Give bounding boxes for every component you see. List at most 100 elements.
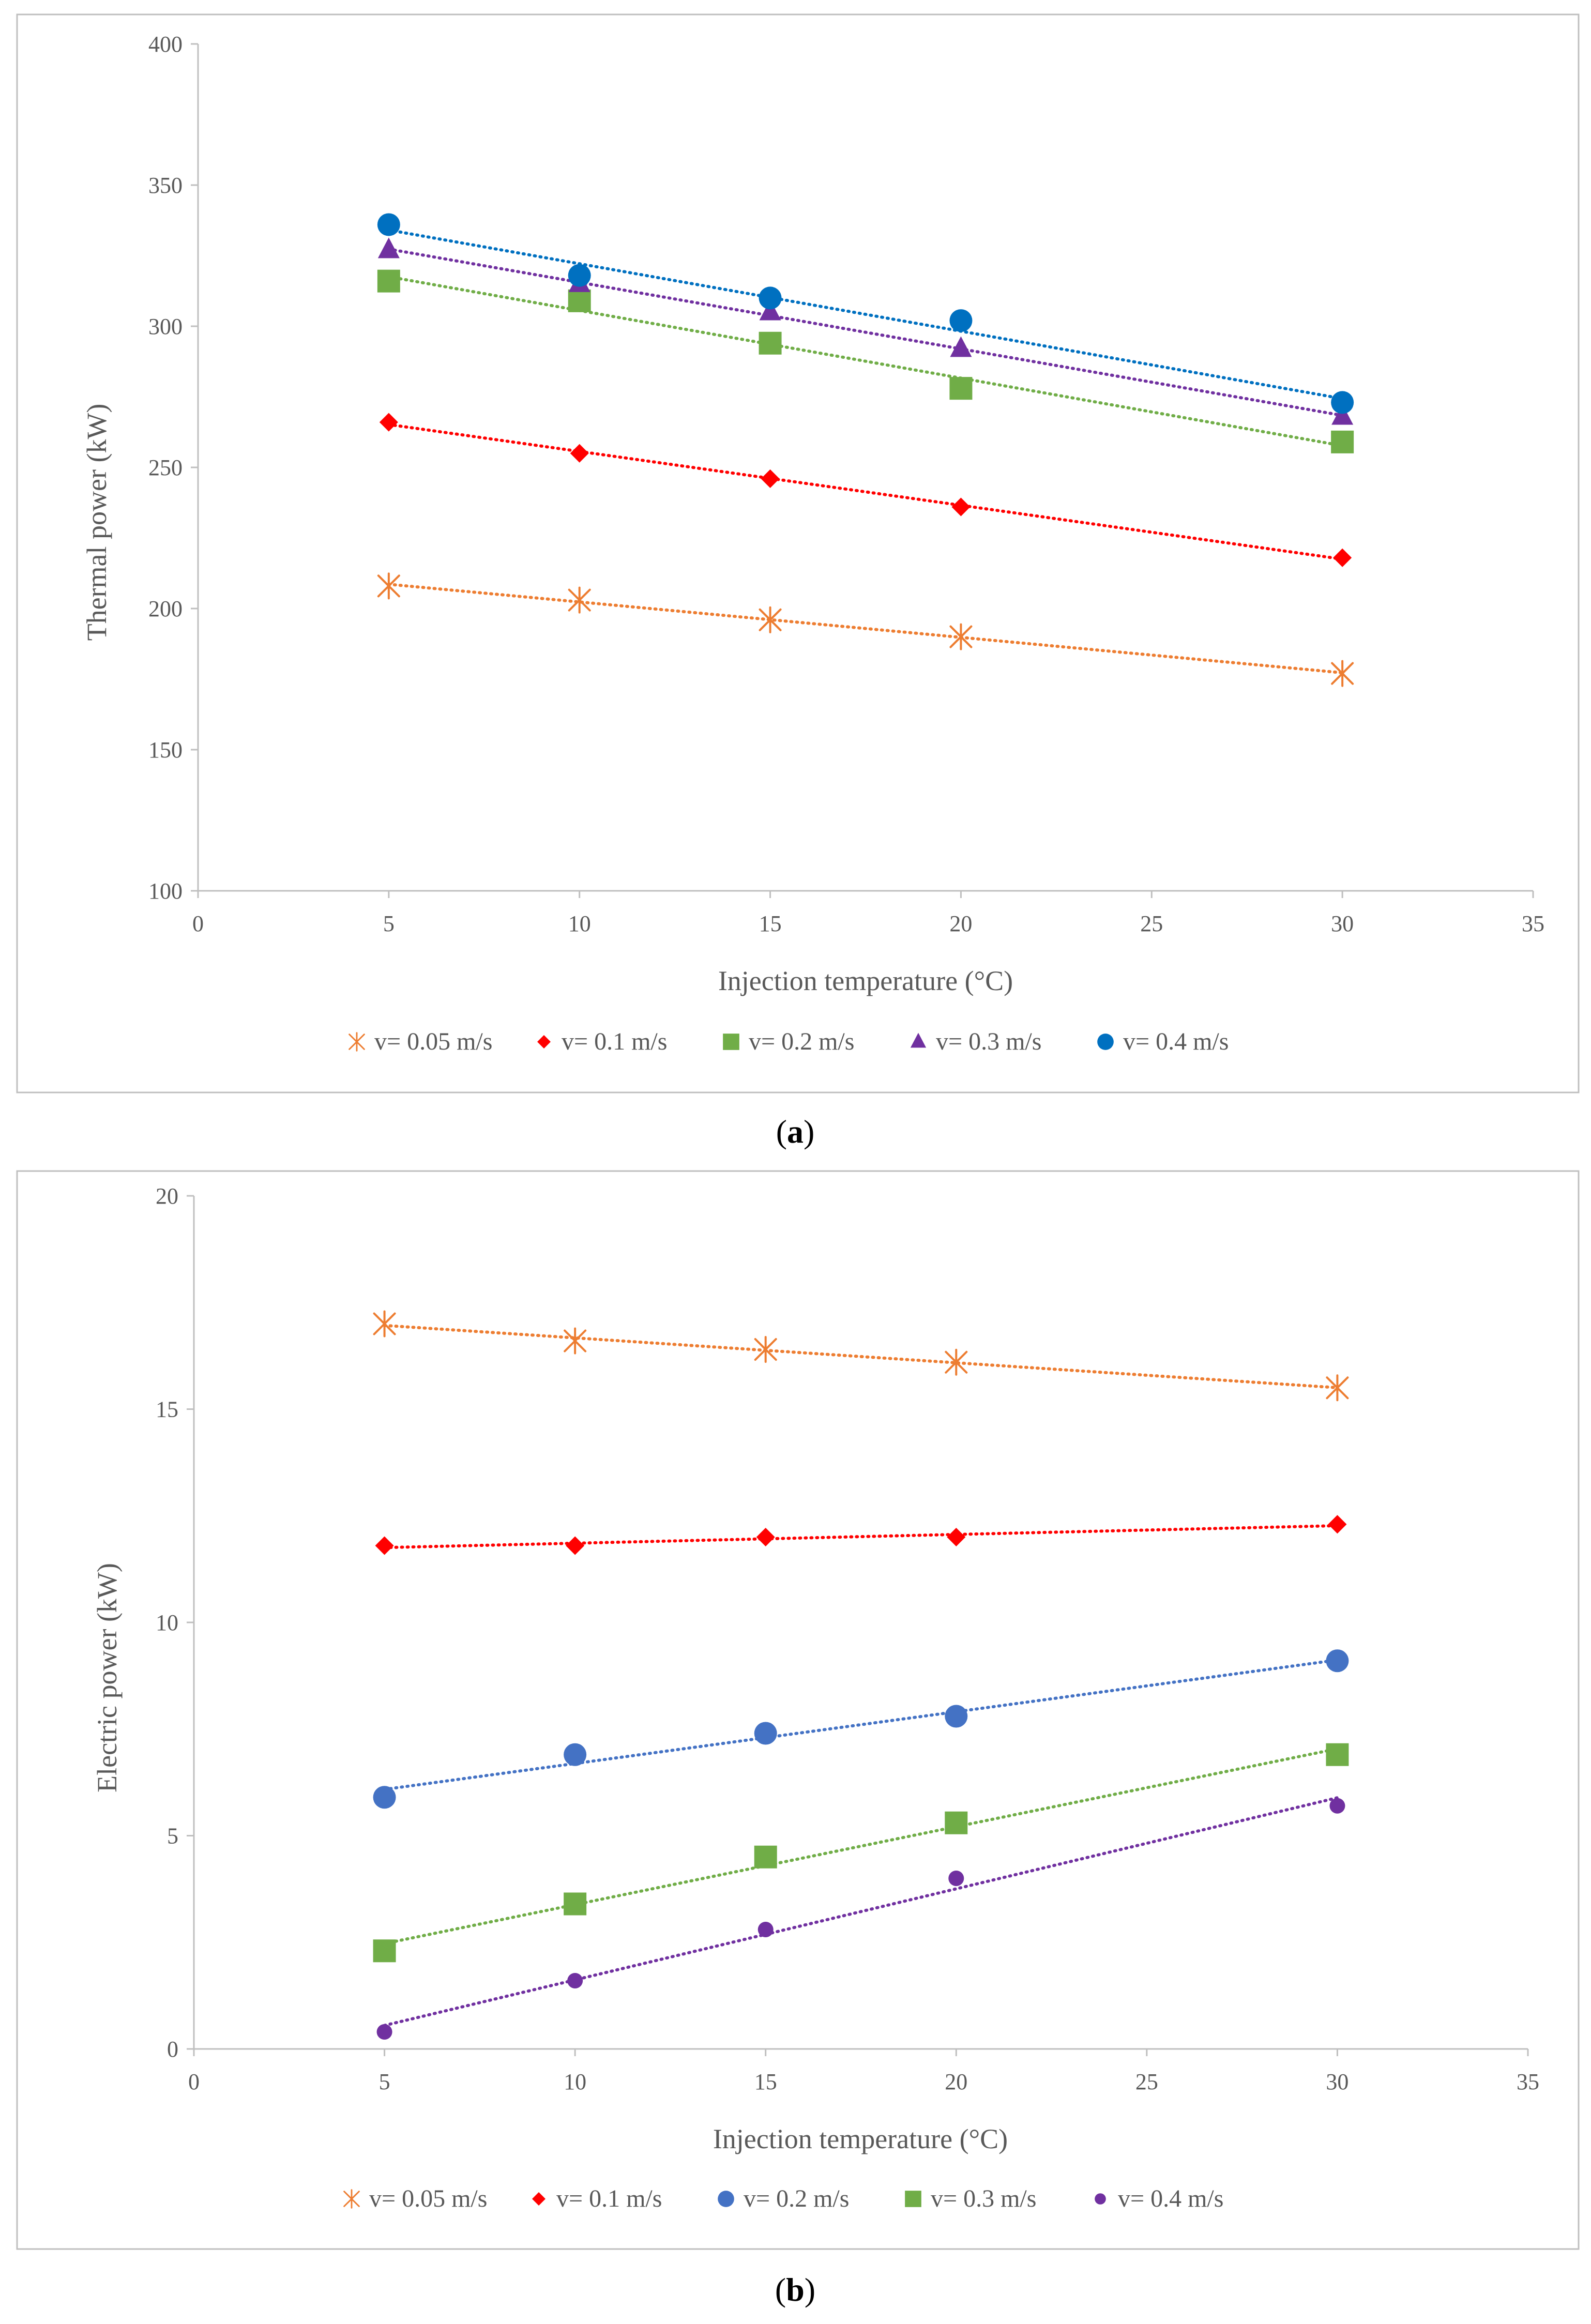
x-tick-label: 20 xyxy=(945,2069,967,2094)
trendline-series-1 xyxy=(383,1524,1339,1550)
y-tick-label: 10 xyxy=(156,1610,178,1635)
data-point-series-3 xyxy=(564,1892,587,1916)
legend-item-2: v= 0.2 m/s xyxy=(723,1028,854,1055)
data-point-series-3 xyxy=(1331,404,1354,425)
data-point-series-0 xyxy=(1331,660,1354,687)
chart-panel-a: 100 150 200 250 300 350 400 0 5 10 15 20 25 30 35 Inje… xyxy=(16,13,1580,1093)
data-point-series-0 xyxy=(373,1310,396,1338)
chart-frame-a xyxy=(16,13,1580,1093)
legend-label-3: v= 0.3 m/s xyxy=(931,2185,1036,2212)
data-point-series-4 xyxy=(759,286,782,310)
data-point-series-2 xyxy=(377,269,400,293)
trendline-series-1 xyxy=(387,423,1344,561)
trendline-series-3 xyxy=(387,247,1344,417)
legend-marker-4 xyxy=(1095,2193,1106,2205)
legend-item-3: v= 0.3 m/s xyxy=(910,1028,1041,1055)
data-point-series-3 xyxy=(945,1811,968,1834)
legend-item-2: v= 0.2 m/s xyxy=(718,2185,849,2212)
trendline-series-2 xyxy=(387,275,1344,448)
legend-label-1: v= 0.1 m/s xyxy=(556,2185,662,2212)
data-point-series-4 xyxy=(567,1973,583,1988)
legend-marker-1 xyxy=(537,1035,551,1049)
data-point-series-0 xyxy=(564,1327,587,1355)
data-point-series-1 xyxy=(951,497,971,517)
trendline-series-4 xyxy=(383,1796,1339,2027)
data-point-series-0 xyxy=(754,1336,777,1363)
trendline-series-4 xyxy=(387,228,1344,401)
x-tick-label: 30 xyxy=(1331,911,1354,936)
legend-b: v= 0.05 m/s v= 0.1 m/s v= 0.2 m/s v= 0.3 m/… xyxy=(343,2185,1223,2212)
x-tick-label: 0 xyxy=(188,2069,200,2094)
panel-label-b: (b) xyxy=(775,2271,815,2308)
data-point-series-0 xyxy=(568,586,591,614)
y-tick-label: 0 xyxy=(167,2037,178,2062)
legend-marker-3 xyxy=(910,1032,927,1048)
data-point-series-1 xyxy=(756,1528,775,1546)
panel-label-a-close: ) xyxy=(804,1113,814,1150)
x-tick-label: 20 xyxy=(949,911,972,936)
data-point-series-2 xyxy=(564,1743,587,1766)
y-tick-label: 100 xyxy=(148,878,183,904)
y-tick-label: 20 xyxy=(156,1183,178,1209)
data-point-series-3 xyxy=(759,299,781,321)
legend-marker-1 xyxy=(532,2192,546,2206)
data-point-series-2 xyxy=(759,331,782,355)
x-tick-label: 35 xyxy=(1522,911,1544,936)
data-point-series-1 xyxy=(947,1528,966,1546)
data-point-series-4 xyxy=(949,309,973,332)
panel-label-a-letter: a xyxy=(787,1113,804,1150)
x-tick-label: 15 xyxy=(754,2069,777,2094)
x-tick-label: 10 xyxy=(568,911,591,936)
x-tick-label: 25 xyxy=(1135,2069,1158,2094)
x-tick-label: 15 xyxy=(759,911,782,936)
data-point-series-0 xyxy=(945,1348,968,1376)
legend-label-1: v= 0.1 m/s xyxy=(562,1028,667,1055)
x-axis-title-a: Injection temperature (°C) xyxy=(718,965,1013,996)
data-point-series-0 xyxy=(1326,1374,1349,1402)
legend-label-4: v= 0.4 m/s xyxy=(1118,2185,1223,2212)
data-point-series-1 xyxy=(761,469,780,488)
data-point-series-2 xyxy=(1331,430,1354,453)
x-axis-title-b: Injection temperature (°C) xyxy=(713,2123,1008,2154)
data-point-series-0 xyxy=(949,623,973,650)
x-tick-label: 25 xyxy=(1140,911,1163,936)
y-tick-label: 5 xyxy=(167,1824,178,1849)
trendline-series-0 xyxy=(387,583,1344,675)
trendline-series-0 xyxy=(383,1324,1339,1390)
y-tick-label: 250 xyxy=(148,455,183,480)
data-point-series-4 xyxy=(1331,391,1354,414)
legend-label-2: v= 0.2 m/s xyxy=(749,1028,854,1055)
data-point-series-4 xyxy=(568,264,591,287)
y-axis-title-b: Electric power (kW) xyxy=(92,1563,123,1793)
data-point-series-2 xyxy=(949,377,973,400)
x-tick-label: 5 xyxy=(379,2069,390,2094)
legend-item-1: v= 0.1 m/s xyxy=(537,1028,667,1055)
legend-label-2: v= 0.2 m/s xyxy=(744,2185,849,2212)
panel-label-b-close: ) xyxy=(805,2271,815,2308)
data-point-series-4 xyxy=(1329,1798,1345,1814)
y-tick-label: 400 xyxy=(148,32,183,57)
x-tick-label: 35 xyxy=(1517,2069,1539,2094)
data-point-series-4 xyxy=(376,2024,392,2040)
data-point-series-3 xyxy=(373,1939,396,1963)
data-point-series-4 xyxy=(948,1871,964,1886)
panel-label-b-open: ( xyxy=(775,2271,786,2308)
data-point-series-1 xyxy=(566,1536,585,1555)
data-point-series-1 xyxy=(375,1536,394,1555)
data-point-series-4 xyxy=(757,1922,774,1937)
data-point-series-2 xyxy=(568,289,591,312)
legend-label-3: v= 0.3 m/s xyxy=(936,1028,1041,1055)
chart-frame-b xyxy=(16,1170,1580,2250)
data-point-series-1 xyxy=(1328,1515,1347,1534)
data-point-series-3 xyxy=(754,1845,777,1869)
legend-marker-2 xyxy=(723,1034,739,1050)
legend-item-3: v= 0.3 m/s xyxy=(905,2185,1036,2212)
legend-item-4: v= 0.4 m/s xyxy=(1095,2185,1223,2212)
data-point-series-2 xyxy=(945,1705,968,1728)
legend-label-4: v= 0.4 m/s xyxy=(1123,1028,1229,1055)
data-point-series-4 xyxy=(377,213,400,236)
data-point-series-1 xyxy=(570,444,589,463)
legend-a: v= 0.05 m/s v= 0.1 m/s v= 0.2 m/s v= 0.3 m/… xyxy=(348,1028,1229,1055)
legend-marker-2 xyxy=(718,2191,734,2207)
y-tick-label: 200 xyxy=(148,596,183,621)
